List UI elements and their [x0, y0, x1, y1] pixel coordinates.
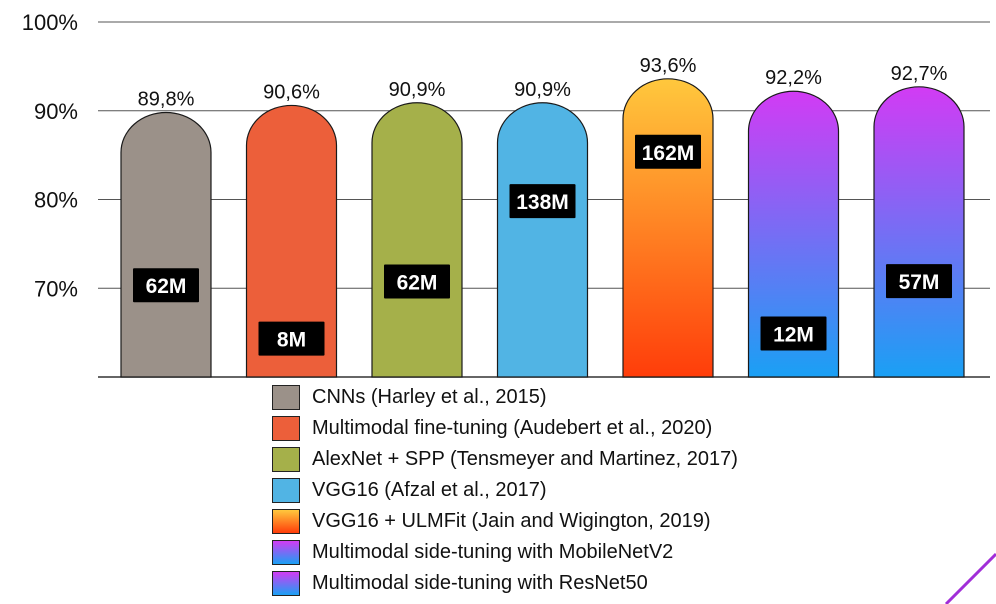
legend-item: CNNs (Harley et al., 2015): [272, 382, 872, 413]
param-count-label: 62M: [397, 271, 438, 294]
bar: [245, 104, 338, 378]
legend-item: VGG16 (Afzal et al., 2017): [272, 475, 872, 506]
legend-swatch: [272, 416, 300, 441]
param-count-label: 138M: [516, 191, 569, 214]
bar: [622, 78, 714, 378]
param-badge: [886, 264, 952, 299]
param-count-label: 12M: [773, 323, 814, 346]
legend-label: VGG16 (Afzal et al., 2017): [312, 479, 547, 501]
bar-value-label: 93,6%: [640, 55, 697, 77]
legend-label: Multimodal side-tuning with MobileNetV2: [312, 541, 674, 563]
legend-item: AlexNet + SPP (Tensmeyer and Martinez, 2…: [272, 444, 872, 475]
legend-swatch: [272, 509, 300, 534]
legend-label: CNNs (Harley et al., 2015): [312, 386, 547, 408]
bar-value-label: 90,9%: [514, 79, 571, 101]
param-count-label: 57M: [899, 271, 940, 294]
param-count-label: 62M: [146, 275, 187, 298]
bar: [496, 102, 589, 378]
param-badge: [760, 316, 827, 351]
legend-label: AlexNet + SPP (Tensmeyer and Martinez, 2…: [312, 448, 738, 470]
legend: CNNs (Harley et al., 2015) Multimodal fin…: [272, 382, 872, 599]
legend-swatch: [272, 540, 300, 565]
legend-item: Multimodal fine-tuning (Audebert et al.,…: [272, 413, 872, 444]
bar-value-label: 90,6%: [263, 81, 320, 103]
legend-label: Multimodal fine-tuning (Audebert et al.,…: [312, 417, 713, 439]
value-labels: 89,8% 62M 90,6% 8M 90,9% 62M 90,9% 138M 93,6% 162…: [133, 55, 952, 356]
bar-value-label: 92,2%: [765, 67, 822, 89]
legend-item: VGG16 + ULMFit (Jain and Wigington, 2019…: [272, 506, 872, 537]
bar: [371, 102, 463, 378]
param-badge: [384, 264, 450, 299]
bar-value-label: 92,7%: [891, 63, 948, 85]
legend-swatch: [272, 447, 300, 472]
corner-decoration-line: [944, 552, 996, 604]
y-axis-ticks: 70% 80% 90% 100%: [22, 10, 78, 301]
y-tick-label: 70%: [34, 276, 78, 301]
y-tick-label: 100%: [22, 10, 78, 35]
bar: [873, 86, 965, 378]
param-badge: [258, 321, 325, 356]
param-badge: [509, 184, 576, 219]
bar-value-label: 90,9%: [389, 79, 446, 101]
param-count-label: 8M: [277, 329, 306, 352]
legend-swatch: [272, 478, 300, 503]
bar: [120, 111, 212, 378]
param-badge: [635, 134, 701, 169]
param-badge: [133, 268, 199, 303]
legend-label: Multimodal side-tuning with ResNet50: [312, 572, 648, 594]
y-tick-label: 80%: [34, 188, 78, 213]
bar: [747, 90, 840, 378]
legend-item: Multimodal side-tuning with MobileNetV2: [272, 537, 872, 568]
legend-label: VGG16 + ULMFit (Jain and Wigington, 2019…: [312, 510, 711, 532]
bars: [120, 78, 965, 378]
y-tick-label: 90%: [34, 99, 78, 124]
legend-swatch: [272, 571, 300, 596]
param-count-label: 162M: [642, 142, 695, 165]
legend-swatch: [272, 385, 300, 410]
legend-item: Multimodal side-tuning with ResNet50: [272, 568, 872, 599]
bar-value-label: 89,8%: [138, 89, 195, 111]
